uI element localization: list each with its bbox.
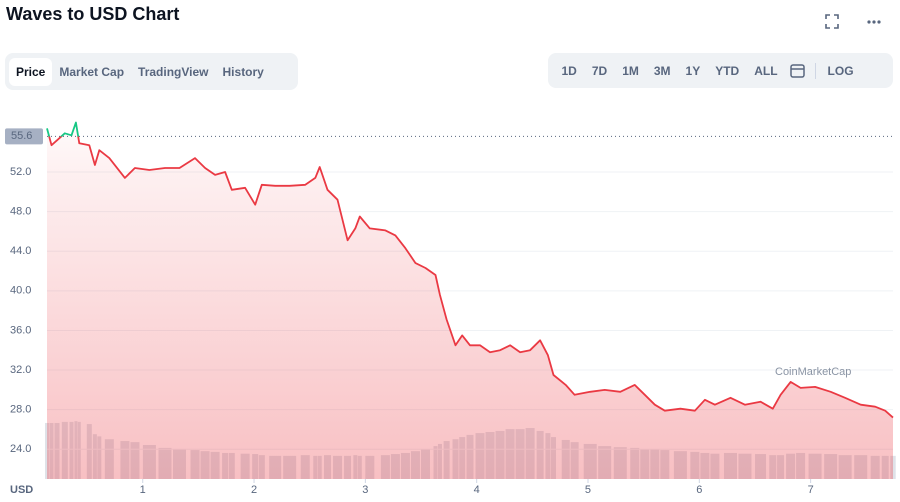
price-area: [47, 122, 893, 479]
y-tick-label: 40.0: [10, 285, 31, 297]
y-tick-label: 28.0: [10, 404, 31, 416]
y-tick-label: 24.0: [10, 443, 31, 455]
range-button[interactable]: ALL: [754, 63, 778, 78]
log-button[interactable]: LOG: [827, 63, 854, 78]
calendar-icon[interactable]: [785, 63, 811, 79]
range-button[interactable]: 7D: [591, 63, 608, 78]
tab-bar: Price Market Cap TradingView History: [5, 53, 298, 90]
range-button[interactable]: YTD: [715, 63, 740, 78]
range-bar: 1D 7D 1M 3M 1Y YTD ALL LOG: [548, 53, 893, 88]
tab[interactable]: History: [222, 64, 264, 79]
range-button[interactable]: 1M: [622, 63, 639, 78]
range-button[interactable]: 3M: [653, 63, 671, 78]
tab[interactable]: Market Cap: [59, 64, 125, 79]
x-tick-label: 7: [808, 484, 814, 496]
fullscreen-icon[interactable]: [825, 14, 839, 29]
x-tick-label: 1: [140, 484, 146, 496]
chart-title: Waves to USD Chart: [6, 4, 180, 24]
x-tick-label: 5: [585, 484, 591, 496]
x-tick-label: 3: [362, 484, 368, 496]
separator: [815, 62, 817, 79]
y-tick-label: 36.0: [10, 324, 31, 336]
more-icon[interactable]: [877, 20, 881, 24]
x-axis-label: USD: [10, 484, 33, 496]
header-icons[interactable]: [824, 13, 884, 31]
y-tick-label: 44.0: [10, 245, 31, 257]
y-tick-label: 52.0: [10, 166, 31, 178]
watermark: CoinMarketCap: [775, 366, 851, 378]
x-tick-label: 2: [251, 484, 257, 496]
reference-label: 55.6: [11, 130, 32, 142]
tab[interactable]: TradingView: [138, 64, 209, 79]
x-tick-label: 6: [696, 484, 702, 496]
y-tick-label: 48.0: [10, 205, 31, 217]
range-button[interactable]: 1Y: [685, 63, 701, 78]
reference-label-box: [5, 128, 43, 145]
tab[interactable]: Price: [9, 57, 53, 86]
y-tick-label: 32.0: [10, 364, 31, 376]
more-icon[interactable]: [872, 20, 876, 24]
x-tick-label: 4: [474, 484, 480, 496]
price-line: [46, 121, 894, 419]
more-icon[interactable]: [867, 20, 871, 24]
range-button[interactable]: 1D: [561, 63, 577, 78]
